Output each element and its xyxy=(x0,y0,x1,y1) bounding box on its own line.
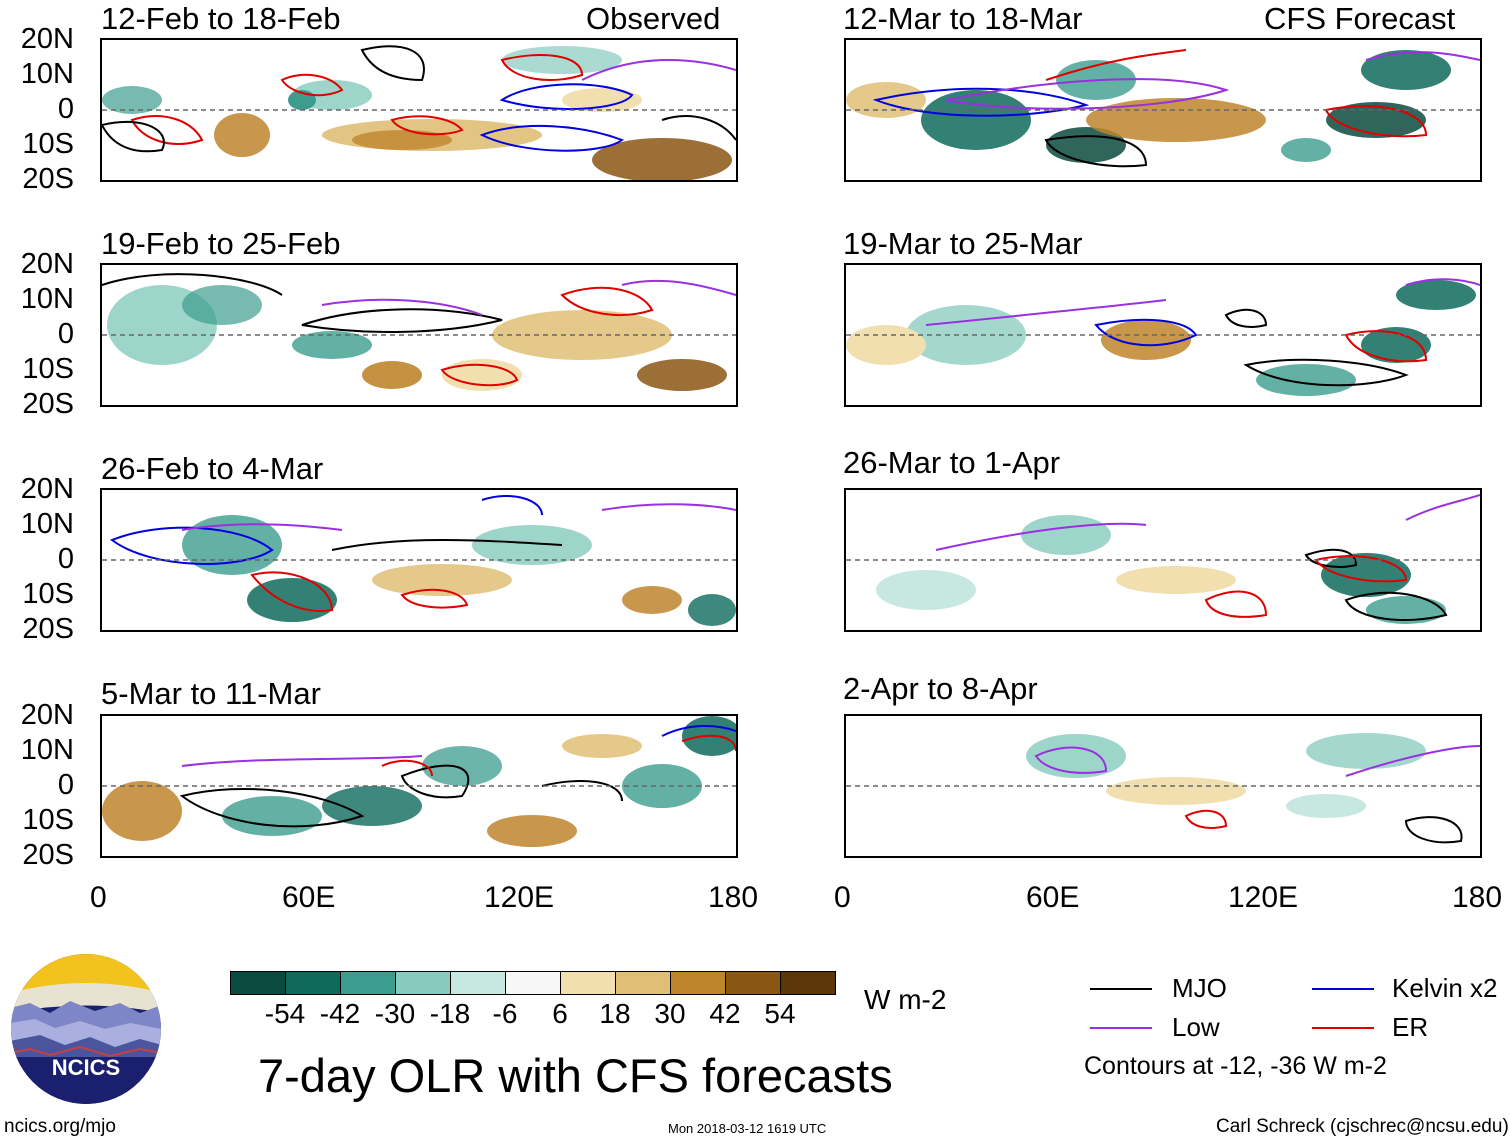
panel-title-fc-1: 12-Mar to 18-Mar xyxy=(843,1,1083,36)
colorbar-label: -30 xyxy=(374,998,416,1029)
lat-label: 10N xyxy=(20,283,74,315)
footer-credit: Carl Schreck (cjschrec@ncsu.edu) xyxy=(1216,1116,1509,1137)
lon-label-fc-120e: 120E xyxy=(1228,881,1299,914)
legend-line-mjo xyxy=(1090,988,1152,990)
lat-label: 20S xyxy=(22,839,74,871)
colorbar-label: 30 xyxy=(654,998,686,1029)
map-panel-fc-2 xyxy=(844,263,1482,407)
colorbar-units: W m-2 xyxy=(864,984,947,1015)
legend-label-mjo: MJO xyxy=(1172,973,1227,1003)
lat-label: 20S xyxy=(22,163,74,195)
lat-label: 10S xyxy=(22,804,74,836)
legend-line-er xyxy=(1312,1027,1374,1029)
colorbar-swatch xyxy=(615,971,671,995)
colorbar-swatch xyxy=(780,971,836,995)
legend-label-er: ER xyxy=(1392,1012,1429,1042)
map-panel-obs-1 xyxy=(100,38,738,182)
lat-label: 20N xyxy=(20,23,74,55)
colorbar-label: -54 xyxy=(264,998,306,1029)
colorbar-swatch xyxy=(560,971,616,995)
colorbar-label: -42 xyxy=(319,998,361,1029)
legend-label-kelvin: Kelvin x2 xyxy=(1392,973,1498,1003)
colorbar-swatch xyxy=(285,971,341,995)
chart-title: 7-day OLR with CFS forecasts xyxy=(258,1049,893,1102)
footer-url: ncics.org/mjo xyxy=(4,1116,116,1137)
lon-label-fc-60e: 60E xyxy=(1026,881,1080,914)
colorbar-swatch xyxy=(505,971,561,995)
colorbar-label: -6 xyxy=(492,998,518,1029)
lon-label-fc-0: 0 xyxy=(834,881,851,914)
lat-label: 20S xyxy=(22,613,74,645)
legend-line-kelvin xyxy=(1312,988,1374,990)
colorbar-swatch xyxy=(395,971,451,995)
lat-label: 0 xyxy=(57,318,74,350)
colorbar-label: 42 xyxy=(709,998,741,1029)
footer-timestamp: Mon 2018-03-12 1619 UTC xyxy=(668,1121,827,1136)
lat-label: 0 xyxy=(57,769,74,801)
map-panel-fc-3 xyxy=(844,488,1482,632)
logo-text: NCICS xyxy=(52,1055,120,1080)
panel-title-fc-2: 19-Mar to 25-Mar xyxy=(843,226,1083,261)
colorbar-label: 6 xyxy=(552,998,568,1029)
lat-label: 10N xyxy=(20,734,74,766)
colorbar-label: 54 xyxy=(764,998,796,1029)
panel-title-obs-3: 26-Feb to 4-Mar xyxy=(101,451,324,486)
ncics-logo: NCICS xyxy=(10,953,162,1105)
map-panel-fc-1 xyxy=(844,38,1482,182)
colorbar-swatch xyxy=(670,971,726,995)
map-panel-obs-4 xyxy=(100,714,738,858)
lat-label: 10N xyxy=(20,508,74,540)
lat-label: 10S xyxy=(22,578,74,610)
colorbar-swatch xyxy=(230,971,286,995)
lat-label: 0 xyxy=(57,93,74,125)
lat-label: 20S xyxy=(22,388,74,420)
colorbar-swatch xyxy=(450,971,506,995)
panel-title-obs-2: 19-Feb to 25-Feb xyxy=(101,226,341,261)
map-panel-obs-2 xyxy=(100,263,738,407)
panel-title-fc-4: 2-Apr to 8-Apr xyxy=(843,671,1038,706)
map-panel-fc-4 xyxy=(844,714,1482,858)
legend-note: Contours at -12, -36 W m-2 xyxy=(1084,1052,1387,1080)
observed-label: Observed xyxy=(586,1,721,36)
lat-label: 10N xyxy=(20,58,74,90)
lat-label: 20N xyxy=(20,699,74,731)
lat-label: 0 xyxy=(57,543,74,575)
lat-label: 20N xyxy=(20,248,74,280)
legend-line-low xyxy=(1090,1027,1152,1029)
panel-title-obs-1: 12-Feb to 18-Feb xyxy=(101,1,341,36)
panel-title-fc-3: 26-Mar to 1-Apr xyxy=(843,445,1061,480)
cfs-forecast-label: CFS Forecast xyxy=(1264,1,1456,36)
lat-label: 10S xyxy=(22,353,74,385)
colorbar-swatch xyxy=(725,971,781,995)
colorbar-label: -18 xyxy=(429,998,471,1029)
lon-label-fc-180: 180 xyxy=(1452,881,1503,914)
legend-label-low: Low xyxy=(1172,1012,1220,1042)
map-panel-obs-3 xyxy=(100,488,738,632)
colorbar-label: 18 xyxy=(599,998,631,1029)
lon-label-obs-60e: 60E xyxy=(282,881,336,914)
lon-label-obs-0: 0 xyxy=(90,881,107,914)
lon-label-obs-120e: 120E xyxy=(484,881,555,914)
colorbar-swatch xyxy=(340,971,396,995)
lat-label: 10S xyxy=(22,128,74,160)
panel-title-obs-4: 5-Mar to 11-Mar xyxy=(101,676,321,711)
lat-label: 20N xyxy=(20,473,74,505)
lon-label-obs-180: 180 xyxy=(708,881,759,914)
